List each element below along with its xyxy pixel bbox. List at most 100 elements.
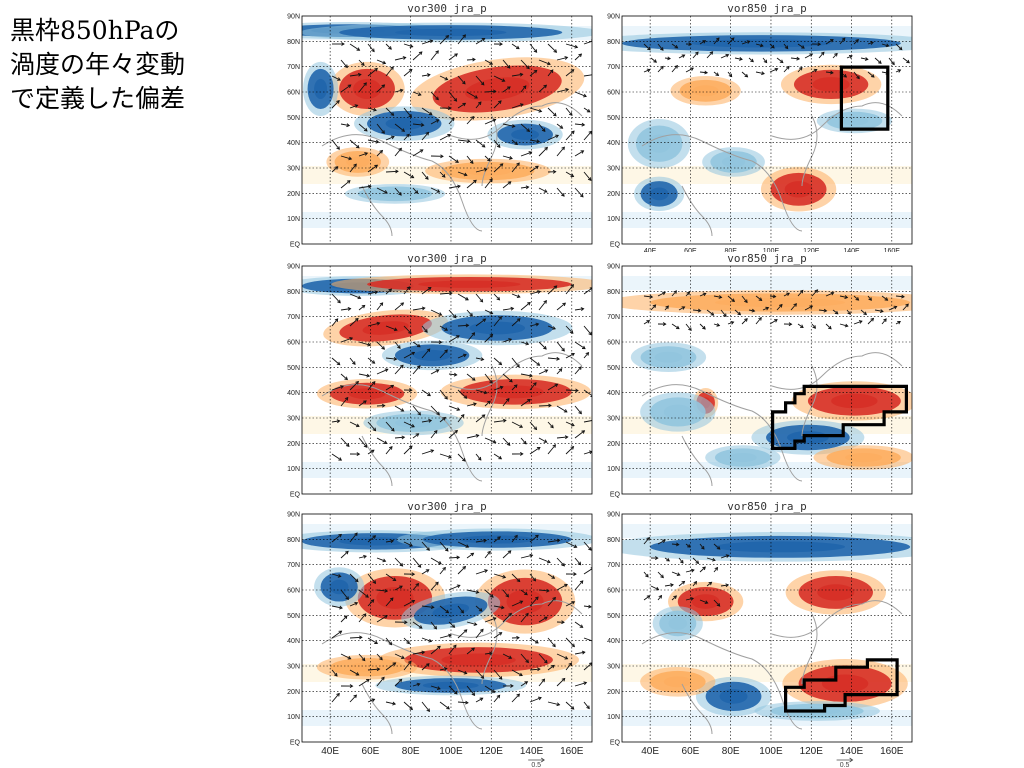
lon-ticks: 40E 60E 80E 100E 120E 140E 160E xyxy=(321,746,584,757)
panel-vor850-row1: vor850 jra_p 90N 80N 70N 60N 50N 40N 30N 20N 10N E… xyxy=(604,2,916,252)
coastlines xyxy=(641,600,903,735)
anomaly-field xyxy=(622,16,912,244)
gridlines xyxy=(302,266,592,494)
panel-title: vor300 jra_p xyxy=(407,2,486,15)
anomaly-field xyxy=(302,266,592,494)
gridlines xyxy=(302,514,592,742)
lat-tick-label: 80N xyxy=(287,537,300,544)
lat-tick-label: 90N xyxy=(607,264,620,271)
panel-title: vor850 jra_p xyxy=(727,252,806,265)
lon-tick-label: 100E xyxy=(439,746,463,757)
lat-tick-label: EQ xyxy=(290,492,301,499)
lon-tick-label: 40E xyxy=(641,746,659,757)
caption-text: 黒枠850hPaの 渦度の年々変動 で定義した偏差 xyxy=(10,16,186,113)
lat-ticks: 90N 80N 70N 60N 50N 40N 30N 20N 10N EQ xyxy=(607,14,620,249)
plot-frame xyxy=(301,513,593,743)
gridlines xyxy=(622,266,912,494)
vector-scale-label: 0.5 xyxy=(840,762,850,768)
lon-tick-label: 80E xyxy=(722,746,740,757)
wind-vectors xyxy=(643,37,910,80)
region-box xyxy=(771,384,908,450)
wind-vectors xyxy=(331,34,592,198)
lat-tick-label: 30N xyxy=(287,166,300,173)
lat-tick-label: EQ xyxy=(610,740,621,747)
coastlines xyxy=(321,352,583,487)
lat-tick-label: 60N xyxy=(607,90,620,97)
lat-tick-label: 20N xyxy=(287,191,300,198)
lon-tick-label: 140E xyxy=(840,746,864,757)
lon-tick-label: 120E xyxy=(800,746,824,757)
vector-scale-label: 0.5 xyxy=(531,762,541,768)
lat-tick-label: 40N xyxy=(607,390,620,397)
panel-vor300-row1: vor300 jra_p 90N 80N 70N 60N 50N 40N 30N 20N 10N E… xyxy=(284,2,596,252)
lat-tick-label: 80N xyxy=(607,39,620,46)
lat-tick-label: 80N xyxy=(607,289,620,296)
lat-tick-label: 20N xyxy=(607,689,620,696)
lon-tick-label: 140E xyxy=(843,248,860,252)
coastlines xyxy=(321,600,583,735)
lon-tick-label: 120E xyxy=(803,248,820,252)
panel-title: vor300 jra_p xyxy=(407,500,486,513)
lon-tick-label: 160E xyxy=(560,746,584,757)
lat-ticks: 90N 80N 70N 60N 50N 40N 30N 20N 10N EQ xyxy=(287,264,300,499)
lat-tick-label: 50N xyxy=(607,115,620,122)
lat-ticks: 90N 80N 70N 60N 50N 40N 30N 20N 10N EQ xyxy=(287,14,300,249)
lon-tick-label: 100E xyxy=(759,746,783,757)
lat-tick-label: EQ xyxy=(290,740,301,747)
anomaly-field xyxy=(622,514,912,742)
lat-tick-label: 10N xyxy=(287,216,300,223)
lon-tick-label: 160E xyxy=(880,746,904,757)
lat-tick-label: 20N xyxy=(287,689,300,696)
plot-frame xyxy=(621,513,913,743)
wind-vectors xyxy=(643,536,730,607)
panel-vor300-row3: vor300 jra_p 90N 80N 70N 60N 50N 40N 30N 20N 10N E… xyxy=(284,500,596,768)
lat-tick-label: 40N xyxy=(287,390,300,397)
vector-scale: 0.5 xyxy=(528,757,545,768)
lat-tick-label: 60N xyxy=(607,588,620,595)
lat-tick-label: 60N xyxy=(287,340,300,347)
lat-tick-label: EQ xyxy=(610,242,621,249)
lat-tick-label: 30N xyxy=(607,166,620,173)
coastlines xyxy=(641,352,903,487)
lon-tick-label: 80E xyxy=(724,248,737,252)
lat-tick-label: 10N xyxy=(607,216,620,223)
lon-tick-label: 60E xyxy=(682,746,700,757)
lat-ticks: 90N 80N 70N 60N 50N 40N 30N 20N 10N EQ xyxy=(607,264,620,499)
lat-tick-label: 20N xyxy=(607,191,620,198)
lat-tick-label: 10N xyxy=(287,714,300,721)
lat-tick-label: 50N xyxy=(287,613,300,620)
lat-tick-label: 60N xyxy=(607,340,620,347)
lat-tick-label: 70N xyxy=(287,64,300,71)
lat-tick-label: 70N xyxy=(287,314,300,321)
lat-tick-label: 50N xyxy=(287,365,300,372)
gridlines xyxy=(302,16,592,244)
wind-vectors xyxy=(331,284,592,462)
gridlines xyxy=(622,16,912,244)
lon-tick-label: 160E xyxy=(884,248,901,252)
lon-tick-label: 100E xyxy=(763,248,780,252)
region-box xyxy=(784,658,899,713)
lat-tick-label: 50N xyxy=(287,115,300,122)
lat-tick-label: 90N xyxy=(607,14,620,21)
lon-tick-label: 140E xyxy=(520,746,544,757)
lat-tick-label: EQ xyxy=(610,492,621,499)
lon-tick-label: 40E xyxy=(321,746,339,757)
lat-tick-label: 40N xyxy=(287,140,300,147)
lat-tick-label: 30N xyxy=(287,664,300,671)
plot-frame xyxy=(621,15,913,245)
lat-tick-label: 70N xyxy=(287,562,300,569)
lat-tick-label: 90N xyxy=(287,264,300,271)
panel-vor300-row2: vor300 jra_p 90N 80N 70N 60N 50N 40N 30N 20N 10N E… xyxy=(284,252,596,502)
anomaly-field xyxy=(622,266,912,494)
lat-tick-label: 60N xyxy=(287,90,300,97)
panel-title: vor850 jra_p xyxy=(727,2,806,15)
lon-ticks: 40E 60E 80E 100E 120E 140E 160E xyxy=(644,248,900,252)
lat-tick-label: 70N xyxy=(607,314,620,321)
lat-tick-label: 30N xyxy=(607,416,620,423)
lat-tick-label: EQ xyxy=(290,242,301,249)
lon-tick-label: 40E xyxy=(644,248,657,252)
lat-tick-label: 30N xyxy=(287,416,300,423)
panel-vor850-row2: vor850 jra_p 90N 80N 70N 60N 50N 40N 30N 20N 10N E… xyxy=(604,252,916,502)
lat-tick-label: 50N xyxy=(607,613,620,620)
lat-tick-label: 80N xyxy=(287,289,300,296)
